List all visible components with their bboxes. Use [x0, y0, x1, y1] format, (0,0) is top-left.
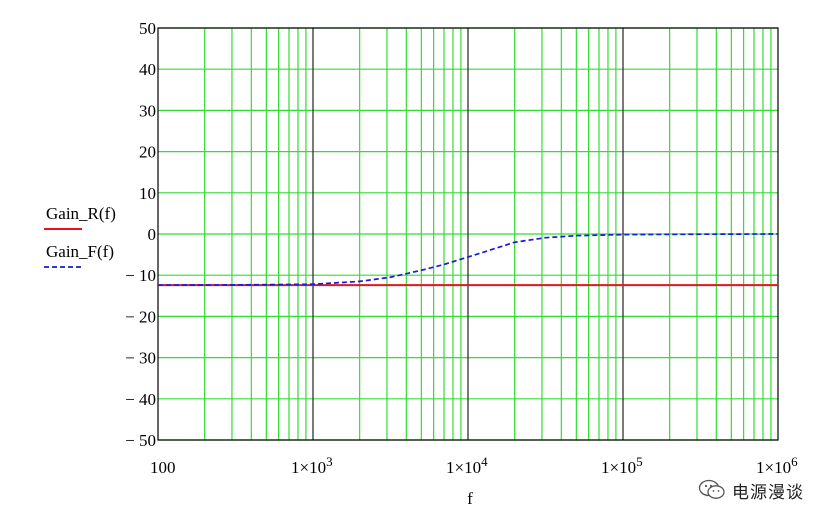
x-tick-label: 1×106: [756, 454, 798, 477]
x-tick-label: 1×105: [601, 454, 643, 477]
y-tick-label: − 50: [125, 431, 156, 450]
wechat-icon: [698, 479, 725, 499]
y-tick-label: − 20: [125, 307, 156, 326]
y-tick-label: 10: [139, 184, 156, 203]
y-tick-label: 20: [139, 143, 156, 162]
x-axis-label: f: [467, 489, 473, 508]
series-gain-f-f-line: [157, 233, 779, 286]
y-tick-label: 30: [139, 101, 156, 120]
watermark: 电源漫谈: [698, 478, 804, 503]
legend: Gain_R(f) Gain_F(f): [44, 204, 116, 268]
y-tick-label: 40: [139, 60, 156, 79]
watermark-text: 电源漫谈: [732, 482, 804, 503]
major-grid: [312, 28, 624, 440]
y-tick-label: 0: [148, 225, 157, 244]
y-tick-label: − 40: [125, 390, 156, 409]
y-tick-label: − 10: [125, 266, 156, 285]
x-tick-label: 1×103: [291, 454, 333, 477]
legend-label: Gain_R(f): [46, 204, 116, 223]
y-tick-label: 50: [139, 19, 156, 38]
x-tick-label: 100: [150, 458, 176, 477]
y-tick-labels: 50 40 30 20 10 0 − 10 − 20 − 30 − 40 − 50: [125, 19, 156, 450]
x-tick-labels: 100 1×103 1×104 1×105 1×106: [150, 454, 798, 477]
y-tick-label: − 30: [125, 349, 156, 368]
legend-label: Gain_F(f): [46, 242, 114, 261]
x-tick-label: 1×104: [446, 454, 488, 477]
series-layer: [157, 233, 779, 287]
